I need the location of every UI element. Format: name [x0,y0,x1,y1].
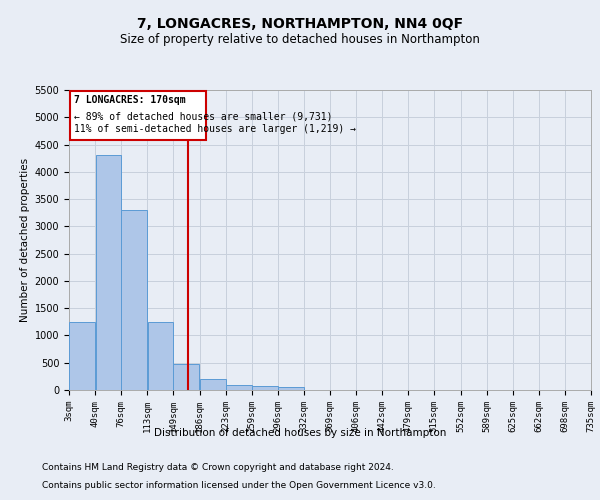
Bar [148,322,173,390]
Text: 7 LONGACRES: 170sqm: 7 LONGACRES: 170sqm [74,96,185,106]
Bar [70,322,95,390]
Bar [200,378,226,390]
Text: Contains HM Land Registry data © Crown copyright and database right 2024.: Contains HM Land Registry data © Crown c… [42,464,394,472]
Bar [278,388,304,390]
Text: Size of property relative to detached houses in Northampton: Size of property relative to detached ho… [120,32,480,46]
Text: 11% of semi-detached houses are larger (1,219) →: 11% of semi-detached houses are larger (… [74,124,356,134]
Text: ← 89% of detached houses are smaller (9,731): ← 89% of detached houses are smaller (9,… [74,112,332,122]
Text: 7, LONGACRES, NORTHAMPTON, NN4 0QF: 7, LONGACRES, NORTHAMPTON, NN4 0QF [137,18,463,32]
Bar [173,364,199,390]
Bar [121,210,147,390]
FancyBboxPatch shape [70,91,206,140]
Bar [226,384,252,390]
Bar [96,156,121,390]
Text: Distribution of detached houses by size in Northampton: Distribution of detached houses by size … [154,428,446,438]
Y-axis label: Number of detached properties: Number of detached properties [20,158,31,322]
Text: Contains public sector information licensed under the Open Government Licence v3: Contains public sector information licen… [42,481,436,490]
Bar [252,386,278,390]
